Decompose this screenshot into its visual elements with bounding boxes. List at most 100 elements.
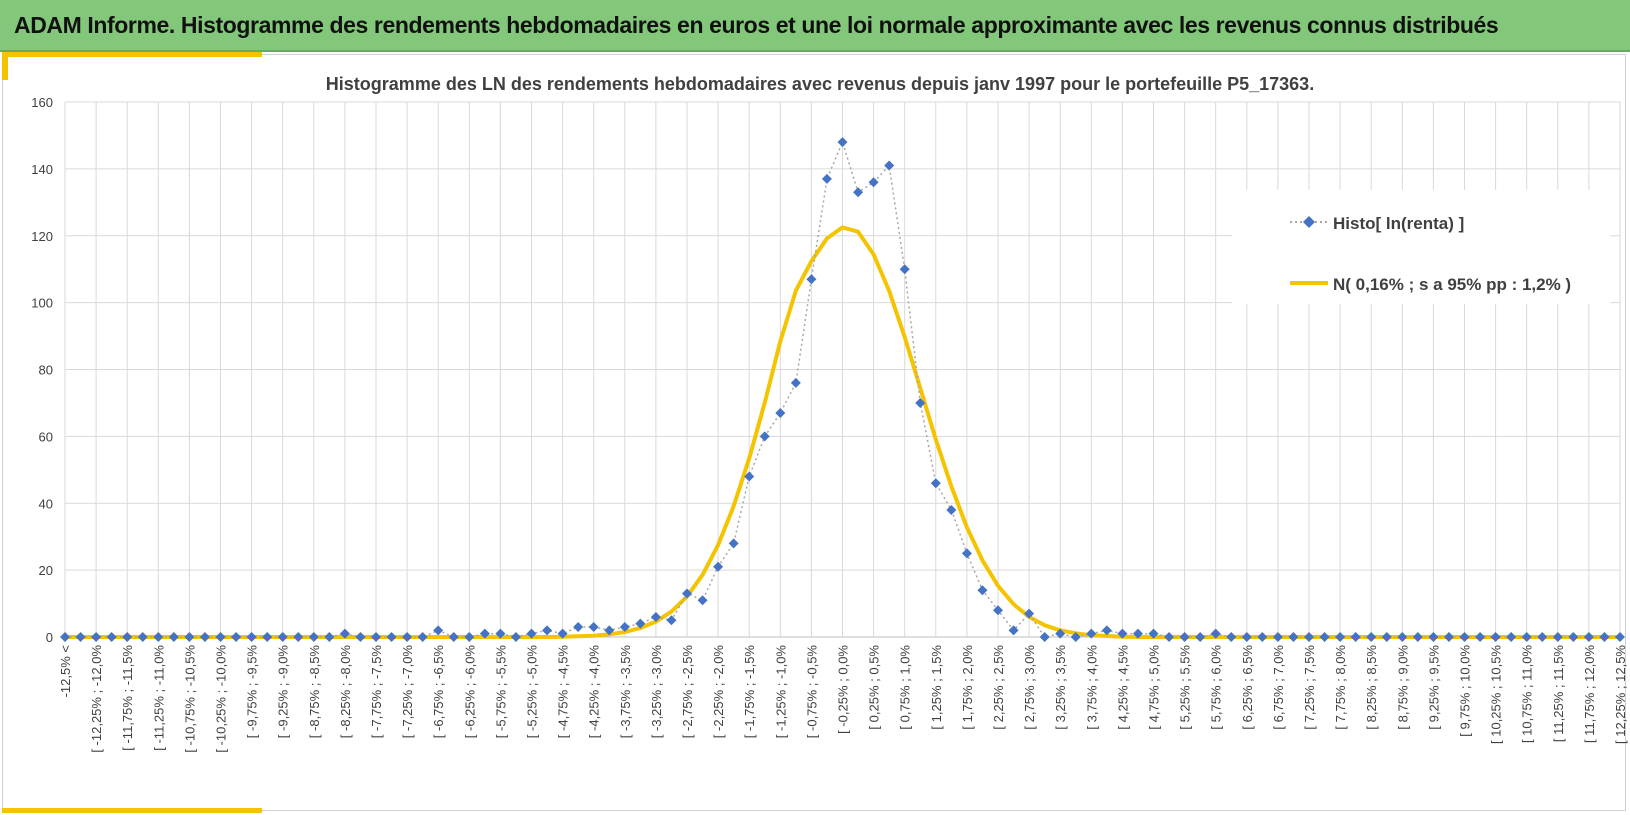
accent-bar-left xyxy=(2,52,8,80)
histogram-point xyxy=(448,632,459,642)
x-tick-label: [ -3,25% ; -3,0% xyxy=(649,645,664,739)
x-tick-label: [ -3,75% ; -3,5% xyxy=(618,645,633,739)
histogram-point xyxy=(977,585,988,596)
histogram-point xyxy=(1366,632,1377,642)
histogram-point xyxy=(433,625,444,636)
y-tick-label: 60 xyxy=(39,429,53,444)
histogram-point xyxy=(371,632,381,642)
histogram-point xyxy=(1506,632,1517,642)
x-tick-label: [ 7,25% ; 7,5% xyxy=(1302,645,1317,730)
histogram-point xyxy=(495,628,506,639)
histogram-point xyxy=(1490,632,1501,642)
histogram-point xyxy=(324,632,335,642)
x-tick-label: [ -12,25% ; -12,0% xyxy=(89,645,104,753)
histogram-point xyxy=(1070,632,1081,642)
x-tick-label: [ -10,75% ; -10,5% xyxy=(182,645,197,753)
histogram-point xyxy=(1459,632,1470,642)
accent-bar-top xyxy=(2,52,262,57)
histogram-point xyxy=(106,632,117,642)
x-tick-label: [ 5,75% ; 6,0% xyxy=(1209,645,1224,730)
histogram-connector-line xyxy=(65,139,1620,638)
histogram-point xyxy=(1521,632,1532,642)
histogram-point xyxy=(899,264,910,275)
histogram-point xyxy=(728,538,739,549)
x-tick-label: [ 10,25% ; 10,5% xyxy=(1489,645,1504,744)
histogram-point xyxy=(697,595,708,606)
histogram-point xyxy=(557,628,568,639)
histogram-point xyxy=(1164,632,1175,642)
histogram-point xyxy=(573,621,584,632)
histogram-point xyxy=(479,628,490,639)
x-tick-label: [ -4,25% ; -4,0% xyxy=(587,645,602,739)
histogram-point xyxy=(75,632,86,642)
histogram-point xyxy=(635,618,646,629)
histogram-point xyxy=(759,431,770,442)
histogram-point xyxy=(837,137,848,148)
histogram-point xyxy=(215,632,226,642)
y-tick-label: 20 xyxy=(39,563,53,578)
accent-bar-bottom xyxy=(2,808,262,813)
x-tick-label: [ 3,25% ; 3,5% xyxy=(1053,645,1068,730)
y-axis: 0 20 40 60 80 100 120 140 160 xyxy=(31,95,53,645)
histogram-point xyxy=(199,632,210,642)
histogram-point xyxy=(1304,632,1314,642)
histogram-point xyxy=(666,615,677,626)
y-tick-label: 120 xyxy=(31,229,53,244)
x-tick-label: [ 9,25% ; 9,5% xyxy=(1426,645,1441,730)
histogram-point xyxy=(946,504,957,515)
histogram-point xyxy=(1537,632,1548,642)
x-tick-label: [ -6,75% ; -6,5% xyxy=(431,645,446,739)
histogram-point xyxy=(1008,625,1019,636)
x-tick-label: [ 9,75% ; 10,0% xyxy=(1458,645,1473,737)
histogram-point xyxy=(682,588,692,599)
report-banner: ADAM Informe. Histogramme des rendements… xyxy=(0,0,1630,52)
x-tick-label: [ 12,25% ; 12,5% xyxy=(1613,645,1628,744)
histogram-point xyxy=(339,628,350,639)
y-tick-label: 80 xyxy=(39,363,53,378)
histogram-point xyxy=(961,548,972,559)
histogram-point xyxy=(915,397,926,408)
x-tick-label: [ 6,75% ; 7,0% xyxy=(1271,645,1286,730)
chart-legend: Histo[ ln(renta) ] N( 0,16% ; s a 95% pp… xyxy=(1232,190,1610,304)
histogram-point xyxy=(1599,632,1610,642)
histogram-point xyxy=(1319,632,1330,642)
histogram-point xyxy=(308,632,319,642)
histogram-point xyxy=(246,632,257,642)
histogram-point xyxy=(1132,628,1143,639)
legend-histo-label: Histo[ ln(renta) ] xyxy=(1333,214,1464,233)
x-tick-label: -12,5% < xyxy=(58,645,73,697)
x-tick-label: [ 0,75% ; 1,0% xyxy=(898,645,913,730)
x-tick-label: [ 11,75% ; 12,0% xyxy=(1582,645,1597,743)
histogram-point xyxy=(231,632,242,642)
histogram-point xyxy=(386,632,397,642)
histogram-point xyxy=(60,632,70,642)
histogram-point xyxy=(790,377,801,388)
histogram-point xyxy=(122,632,133,642)
histogram-point xyxy=(1055,628,1066,639)
histogram-point xyxy=(1101,625,1112,636)
x-tick-label: [ -1,75% ; -1,5% xyxy=(742,645,757,739)
histogram-point xyxy=(853,187,864,198)
histogram-point xyxy=(1226,632,1237,642)
histogram-point xyxy=(619,621,630,632)
x-tick-label: [ 8,25% ; 8,5% xyxy=(1364,645,1379,730)
histogram-point xyxy=(884,160,895,171)
histogram-point xyxy=(1335,632,1346,642)
x-tick-label: [ -8,25% ; -8,0% xyxy=(338,645,353,739)
histogram-point xyxy=(464,632,475,642)
histogram-point xyxy=(137,632,148,642)
histogram-point xyxy=(1179,632,1190,642)
x-tick-label: [ 2,75% ; 3,0% xyxy=(1022,645,1037,730)
histogram-point xyxy=(1615,632,1625,642)
x-tick-label: [ 7,75% ; 8,0% xyxy=(1333,645,1348,730)
histogram-point xyxy=(1024,608,1035,619)
histogram-point xyxy=(1117,628,1128,639)
x-tick-label: [ 10,75% ; 11,0% xyxy=(1520,645,1535,743)
x-tick-label: [ -2,25% ; -2,0% xyxy=(711,645,726,739)
histogram-point xyxy=(1381,632,1392,642)
histogram-point xyxy=(355,632,366,642)
histogram-point xyxy=(1288,632,1299,642)
histogram-point xyxy=(1350,632,1361,642)
histogram-point xyxy=(510,632,521,642)
